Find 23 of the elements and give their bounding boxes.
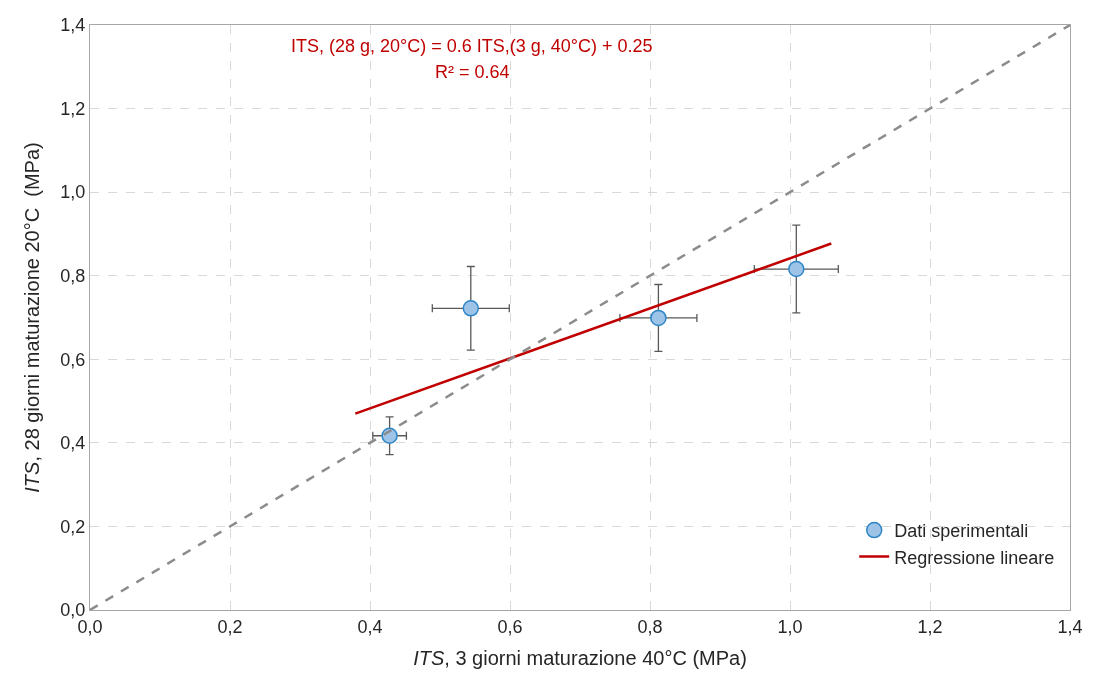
legend-label: Regressione lineare <box>894 547 1055 568</box>
point <box>650 309 667 327</box>
y-tick-label: 0,6 <box>60 349 86 370</box>
annotation: R² = 0.64 <box>435 62 510 82</box>
x-tick-label: 0,2 <box>217 616 243 637</box>
x-axis-title: ITS, 3 giorni maturazione 40°C (MPa) <box>413 647 747 670</box>
point <box>462 300 480 317</box>
y-tick-label: 1,0 <box>60 182 86 203</box>
annotation: ITS, (28 g, 20°C) = 0.6 ITS,(3 g, 40°C) + 0.25 <box>291 36 653 56</box>
x-tick-label: 1,0 <box>777 616 803 637</box>
y-tick-label: 1,4 <box>60 15 86 36</box>
legend-label: Dati sperimentali <box>894 521 1029 542</box>
point <box>788 260 805 278</box>
x-tick-label: 1,2 <box>917 616 943 637</box>
x-tick-label: 0,8 <box>637 616 663 637</box>
x-tick-label: 0,4 <box>357 616 383 637</box>
y-tick-label: 0,8 <box>60 266 86 287</box>
y-tick-label: 0,4 <box>60 433 86 454</box>
x-tick-label: 0,6 <box>497 616 523 637</box>
y-axis-title: ITS, 28 giorni maturazione 20°C (MPa) <box>20 142 43 493</box>
y-tick-label: 1,2 <box>60 98 86 119</box>
x-tick-label: 1,4 <box>1057 616 1083 637</box>
y-tick-label: 0,2 <box>60 516 86 537</box>
